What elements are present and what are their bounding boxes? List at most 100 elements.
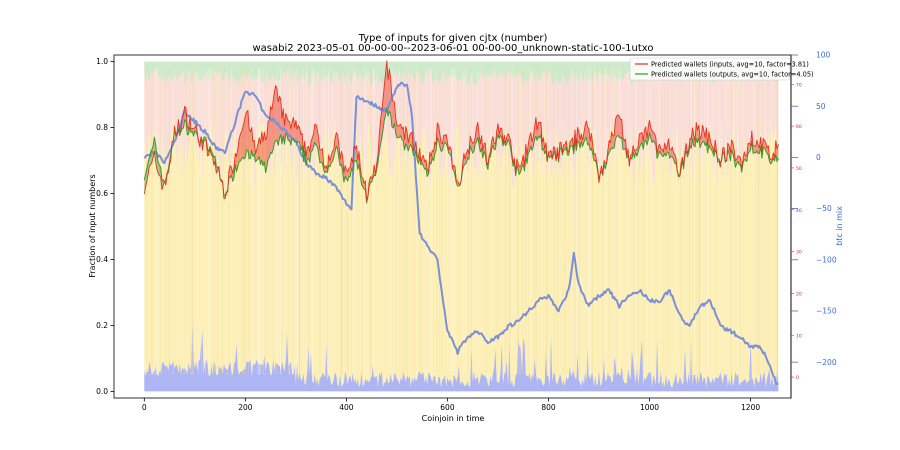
- wallet-band-segment: [355, 145, 357, 162]
- x-tick-label: 0: [142, 403, 147, 412]
- plot-area: [143, 60, 779, 392]
- wallet-band-segment: [240, 131, 242, 162]
- wallet-band-segment: [398, 125, 400, 138]
- x-tick-label: 400: [339, 403, 354, 412]
- wallet-band-segment: [319, 149, 322, 163]
- wallet-band-segment: [753, 145, 755, 154]
- wallet-band-segment: [314, 124, 317, 146]
- wallet-band-segment: [276, 88, 279, 146]
- wallet-band-segment: [587, 126, 589, 145]
- y2-tick-label: −200: [816, 358, 837, 367]
- wallet-band-segment: [437, 123, 439, 141]
- y2-tick-label: 0: [816, 153, 821, 162]
- wallet-band-segment: [346, 169, 348, 181]
- y2-tick-label: −50: [816, 204, 832, 213]
- stack-area-top: [144, 61, 779, 87]
- wallet-band-segment: [624, 139, 626, 150]
- wallet-band-segment: [249, 128, 251, 159]
- y2-axis: 100 50 0 −50 −100 −150 −200: [791, 51, 837, 367]
- y3-tick-label: 20: [796, 291, 802, 297]
- x-tick-label: 200: [238, 403, 253, 412]
- series-line-wallets-inputs: [143, 60, 779, 201]
- stack-area-middle: [144, 117, 779, 388]
- wallet-band-segment: [298, 125, 300, 143]
- wallet-band-segment: [230, 165, 232, 178]
- legend: Predicted wallets (inputs, avg=10, facto…: [629, 57, 814, 81]
- wallet-band-segment: [441, 142, 443, 152]
- wallet-band-segment: [260, 131, 262, 165]
- x-axis: 0 200 400 600 800 1000 1200: [142, 398, 760, 412]
- wallet-band-segment: [409, 133, 411, 147]
- y-tick-label: 1.0: [96, 57, 108, 66]
- wallet-band-segment: [265, 136, 267, 173]
- y-axis-label: Fraction of input numbers: [88, 174, 97, 277]
- y-tick-label: 0.4: [96, 255, 108, 264]
- wallet-band-segment: [396, 125, 399, 138]
- wallet-band-segment: [236, 148, 238, 172]
- wallet-band-segment: [563, 144, 565, 151]
- wallet-band-segment: [748, 143, 750, 153]
- wallet-band-segment: [594, 153, 596, 161]
- y3-tick-label: 10: [796, 333, 802, 339]
- wallet-band-segment: [652, 130, 654, 143]
- wallet-band-segment: [246, 110, 248, 151]
- wallet-band-segment: [348, 167, 351, 177]
- wallet-band-segment: [247, 110, 250, 159]
- y2-tick-label: 100: [816, 51, 831, 60]
- wallet-band-segment: [292, 117, 294, 140]
- x-tick-label: 600: [440, 403, 455, 412]
- y3-tick-label: 0: [796, 375, 799, 381]
- y3-tick-label: 70: [796, 82, 802, 88]
- wallet-band-segment: [429, 152, 431, 164]
- wallet-band-segment: [738, 155, 740, 165]
- wallet-band-segment: [321, 148, 323, 163]
- wallet-band-segment: [245, 111, 247, 157]
- wallet-band-segment: [696, 122, 698, 143]
- wallet-band-segment: [402, 127, 404, 142]
- wallet-band-segment: [244, 115, 246, 159]
- wallet-band-segment: [571, 137, 573, 146]
- stack-area-upper: [144, 70, 779, 191]
- wallet-band-segment: [399, 124, 401, 138]
- wallet-band-segment: [278, 96, 280, 146]
- wallet-band-segment: [275, 85, 277, 141]
- wallet-band-segment: [615, 116, 617, 139]
- y3-tick-label: 50: [796, 166, 802, 172]
- stack-area-bottom: [144, 324, 779, 392]
- wallet-band-segment: [640, 132, 642, 145]
- x-tick-label: 1000: [640, 403, 659, 412]
- wallet-band-segment: [612, 135, 615, 149]
- wallet-band-segment: [252, 140, 255, 157]
- y-axis: 0.0 0.2 0.4 0.6 0.8 1.0: [96, 57, 114, 396]
- y-tick-label: 0.2: [96, 321, 108, 330]
- y2-tick-label: 50: [816, 102, 826, 111]
- stacked-fraction-areas: [144, 61, 779, 392]
- y3-tick-label: 30: [796, 250, 802, 256]
- wallet-band-segment: [270, 106, 272, 154]
- wallet-band-segment: [538, 122, 540, 138]
- legend-box: [629, 57, 791, 81]
- wallet-band-segment: [284, 113, 286, 145]
- series-lines: [143, 60, 779, 385]
- wallet-band-segment: [271, 101, 274, 154]
- wallet-band-segment: [618, 114, 620, 138]
- y2-axis-label: btc in mix: [835, 206, 844, 246]
- wallet-band-segment: [307, 146, 309, 160]
- y-tick-label: 0.8: [96, 123, 108, 132]
- wallet-band-segment: [241, 127, 243, 159]
- wallet-band-segment: [268, 119, 270, 160]
- y3-tick-label: 40: [796, 208, 802, 214]
- y3-axis: 0 10 20 30 40 50 60 70: [791, 82, 802, 381]
- wallet-band-segment: [539, 122, 541, 138]
- wallet-band-segment: [332, 149, 334, 162]
- wallet-band-segment: [297, 125, 299, 144]
- x-axis-label: Coinjoin in time: [422, 414, 485, 423]
- wallet-band-segment: [285, 113, 287, 135]
- y2-tick-label: −150: [816, 307, 837, 316]
- wallet-band-segment: [239, 134, 241, 162]
- wallet-band-segment: [255, 149, 257, 162]
- wallet-band-segment: [274, 85, 276, 144]
- chart-title: Type of inputs for given cjtx (number): [358, 33, 548, 44]
- wallet-band-segment: [619, 116, 621, 139]
